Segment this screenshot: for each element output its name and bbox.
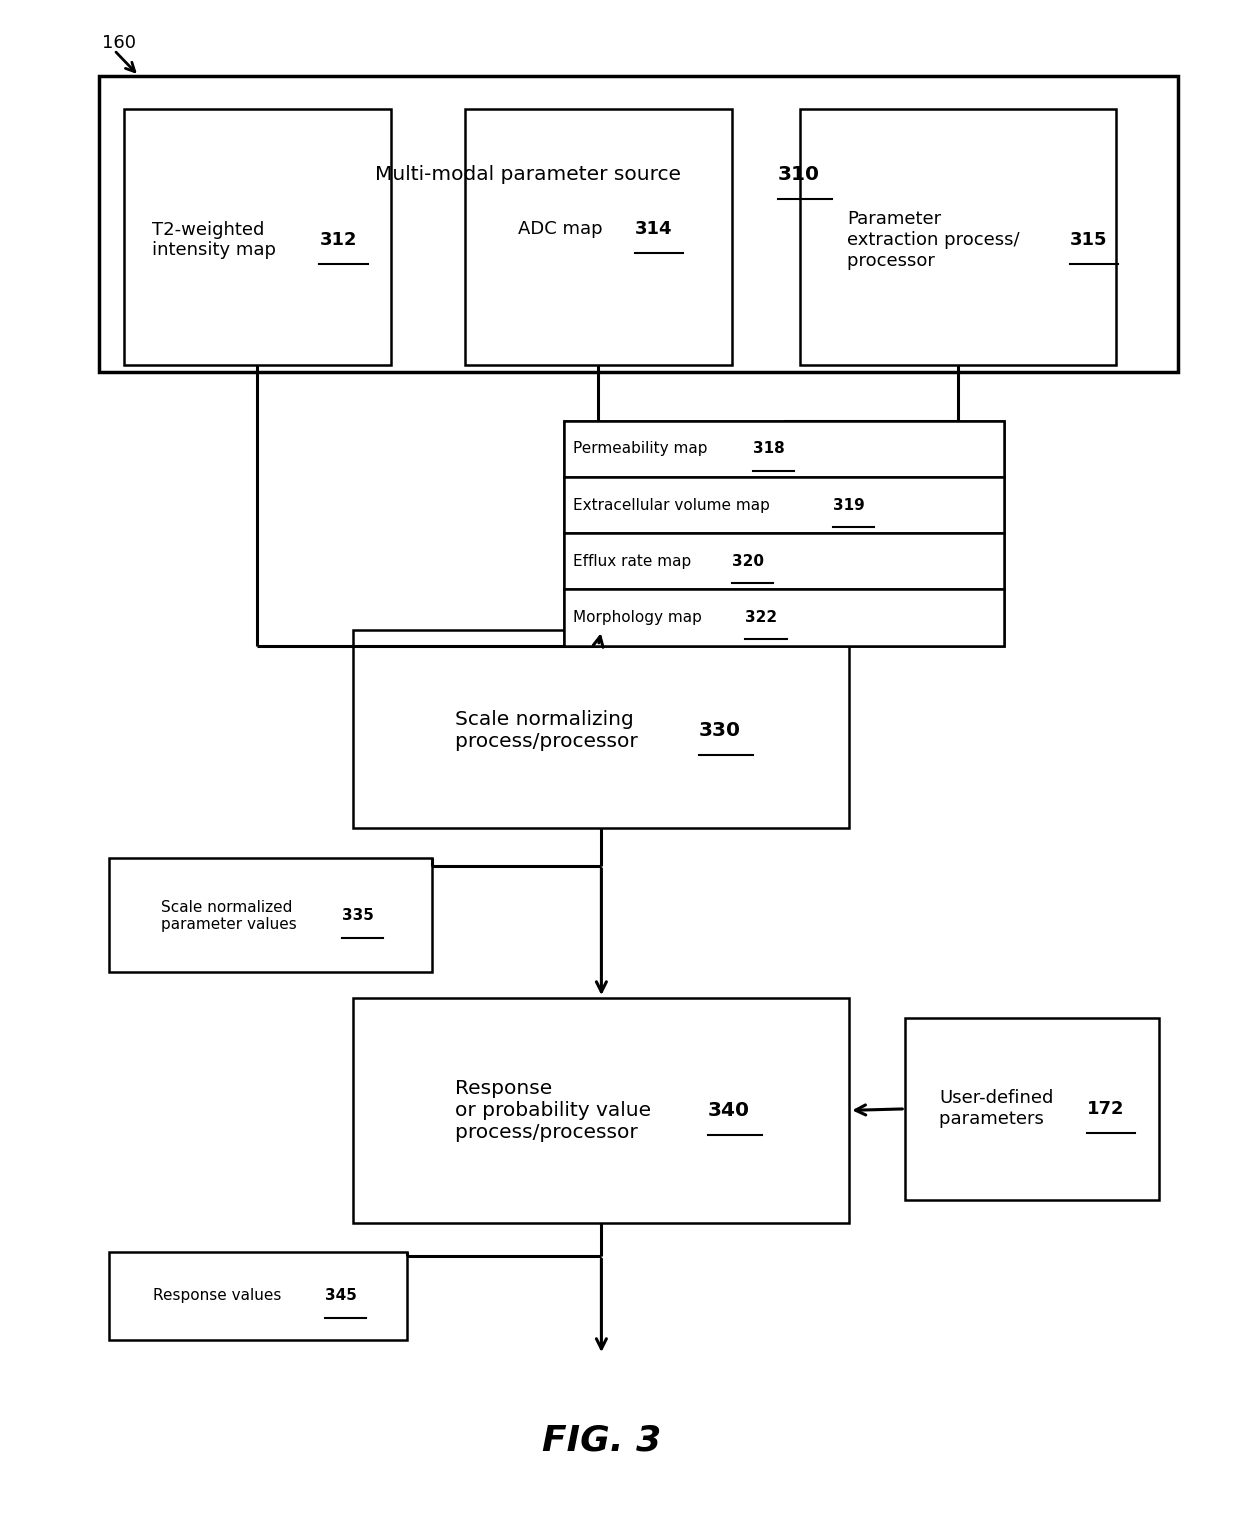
Text: Efflux rate map: Efflux rate map — [573, 554, 696, 568]
Text: 318: 318 — [753, 442, 785, 456]
Bar — [109, 858, 432, 972]
Text: Scale normalized
parameter values: Scale normalized parameter values — [161, 899, 301, 933]
Text: User-defined
parameters: User-defined parameters — [940, 1089, 1054, 1129]
Text: 310: 310 — [777, 166, 820, 184]
Bar — [564, 533, 1004, 589]
Bar — [99, 76, 1178, 372]
Bar — [465, 109, 732, 365]
Text: Extracellular volume map: Extracellular volume map — [573, 498, 775, 512]
Bar — [109, 1252, 407, 1340]
Text: 315: 315 — [1070, 231, 1107, 249]
Bar — [564, 421, 1004, 477]
Bar — [564, 421, 1004, 646]
Text: T2-weighted
intensity map: T2-weighted intensity map — [153, 220, 281, 260]
Text: Permeability map: Permeability map — [573, 442, 712, 456]
Text: 322: 322 — [745, 611, 777, 624]
Text: Morphology map: Morphology map — [573, 611, 707, 624]
Text: 160: 160 — [102, 33, 135, 52]
Text: 330: 330 — [698, 722, 740, 740]
Text: Response
or probability value
process/processor: Response or probability value process/pr… — [455, 1078, 651, 1142]
Bar — [124, 109, 391, 365]
Text: FIG. 3: FIG. 3 — [542, 1423, 661, 1457]
Bar — [353, 998, 849, 1223]
Bar — [564, 477, 1004, 533]
Text: 314: 314 — [635, 220, 672, 238]
Bar — [905, 1018, 1159, 1200]
Bar — [353, 630, 849, 828]
Bar — [564, 589, 1004, 646]
Text: 172: 172 — [1087, 1100, 1125, 1118]
Text: 335: 335 — [342, 908, 374, 924]
Text: 312: 312 — [320, 231, 357, 249]
Text: Response values: Response values — [154, 1288, 286, 1303]
Text: Multi-modal parameter source: Multi-modal parameter source — [374, 166, 687, 184]
Text: 320: 320 — [732, 554, 764, 568]
Text: ADC map: ADC map — [518, 220, 609, 238]
Text: Parameter
extraction process/
processor: Parameter extraction process/ processor — [847, 210, 1019, 270]
Bar — [800, 109, 1116, 365]
Text: 319: 319 — [833, 498, 866, 512]
Text: Scale normalizing
process/processor: Scale normalizing process/processor — [455, 711, 644, 750]
Text: 340: 340 — [708, 1101, 750, 1120]
Text: 345: 345 — [325, 1288, 357, 1303]
